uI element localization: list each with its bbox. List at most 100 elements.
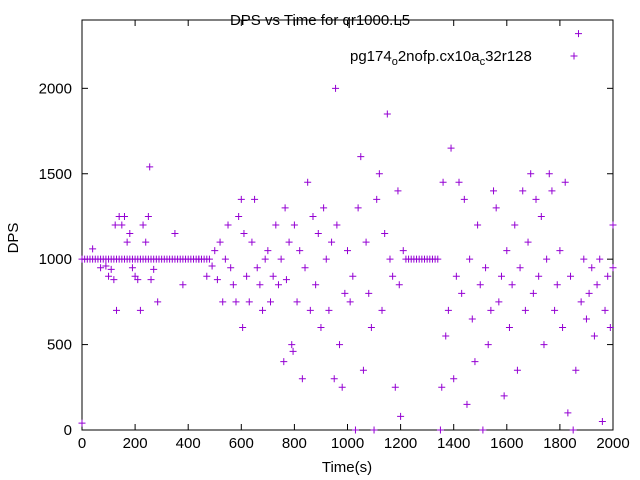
data-point	[354, 204, 362, 212]
data-point	[482, 264, 490, 272]
data-point	[505, 324, 513, 331]
legend-label-subscript: o	[392, 56, 398, 68]
data-point	[208, 262, 216, 270]
x-tick-label: 1400	[437, 435, 470, 452]
data-point	[267, 298, 275, 306]
legend-label-part: 2nofp.cx10a	[398, 48, 480, 65]
data-point	[216, 238, 224, 246]
data-point	[524, 238, 532, 246]
data-point	[391, 383, 399, 391]
data-point	[213, 276, 221, 284]
data-point	[596, 255, 604, 263]
data-point	[349, 272, 357, 280]
data-point	[593, 281, 601, 289]
data-point	[479, 426, 487, 434]
data-point	[476, 281, 484, 289]
data-point	[111, 221, 119, 229]
data-point	[147, 276, 155, 284]
x-tick-label: 600	[229, 435, 254, 452]
data-point	[102, 262, 110, 270]
data-point	[383, 110, 391, 118]
data-point	[171, 230, 179, 238]
data-point	[537, 212, 545, 220]
y-tick-label: 0	[64, 422, 72, 439]
data-point	[320, 204, 328, 212]
data-point	[389, 272, 397, 280]
legend-label-part: pg174	[350, 48, 392, 65]
data-point	[243, 272, 251, 280]
data-point	[97, 264, 105, 272]
data-points	[78, 30, 617, 434]
x-tick-label: 400	[176, 435, 201, 452]
data-point	[312, 281, 320, 289]
data-point	[330, 375, 338, 383]
x-tick-label: 1000	[331, 435, 364, 452]
data-point	[572, 366, 580, 374]
x-tick-label: 1800	[543, 435, 576, 452]
data-point	[370, 426, 378, 434]
data-point	[309, 212, 317, 220]
data-point	[503, 247, 511, 255]
data-point	[450, 375, 458, 383]
data-point	[519, 187, 527, 195]
data-point	[219, 298, 227, 306]
data-point	[511, 221, 519, 229]
data-point	[136, 306, 144, 314]
data-point	[399, 247, 407, 255]
data-point	[367, 324, 375, 331]
data-point	[381, 230, 389, 238]
x-tick-label: 0	[78, 435, 86, 452]
data-point	[123, 238, 131, 246]
data-point	[328, 238, 336, 246]
data-point	[322, 255, 330, 263]
data-point	[375, 170, 383, 178]
data-point	[269, 272, 277, 280]
data-point	[564, 409, 572, 417]
y-tick-label: 500	[47, 337, 72, 354]
data-point	[134, 276, 142, 284]
data-point	[253, 264, 261, 272]
data-point	[487, 306, 495, 314]
data-point	[146, 163, 154, 171]
data-point	[245, 298, 253, 306]
legend: pg174o2nofp.cx10ac32r128	[350, 48, 578, 68]
data-point	[301, 264, 309, 272]
data-point	[120, 212, 128, 220]
data-point	[606, 324, 614, 331]
data-point	[577, 298, 585, 306]
data-point	[484, 341, 492, 349]
data-point	[306, 306, 314, 314]
data-point	[447, 144, 455, 152]
data-point	[107, 265, 115, 273]
data-point	[346, 298, 354, 306]
legend-label: pg174o2nofp.cx10ac32r128	[350, 48, 532, 68]
y-axis-label: DPS	[5, 223, 22, 254]
data-point	[314, 230, 322, 238]
data-point	[373, 195, 381, 203]
data-point	[609, 264, 617, 272]
data-point	[458, 289, 466, 297]
data-point	[277, 255, 285, 263]
data-point	[259, 306, 267, 314]
data-point	[229, 281, 237, 289]
data-point	[532, 195, 540, 203]
y-tick-label: 1500	[39, 166, 72, 183]
data-point	[240, 230, 248, 238]
y-tick-label: 1000	[39, 251, 72, 268]
data-point	[365, 289, 373, 297]
data-point	[397, 412, 405, 420]
data-point	[274, 281, 282, 289]
data-point	[386, 255, 394, 263]
data-point	[497, 272, 505, 280]
data-point	[545, 170, 553, 178]
data-point	[561, 178, 569, 186]
data-point	[237, 195, 245, 203]
data-point	[144, 212, 152, 220]
plot-frame	[81, 19, 614, 431]
data-point	[89, 245, 97, 253]
data-point	[203, 272, 211, 280]
data-point	[490, 187, 498, 195]
data-point	[543, 255, 551, 263]
